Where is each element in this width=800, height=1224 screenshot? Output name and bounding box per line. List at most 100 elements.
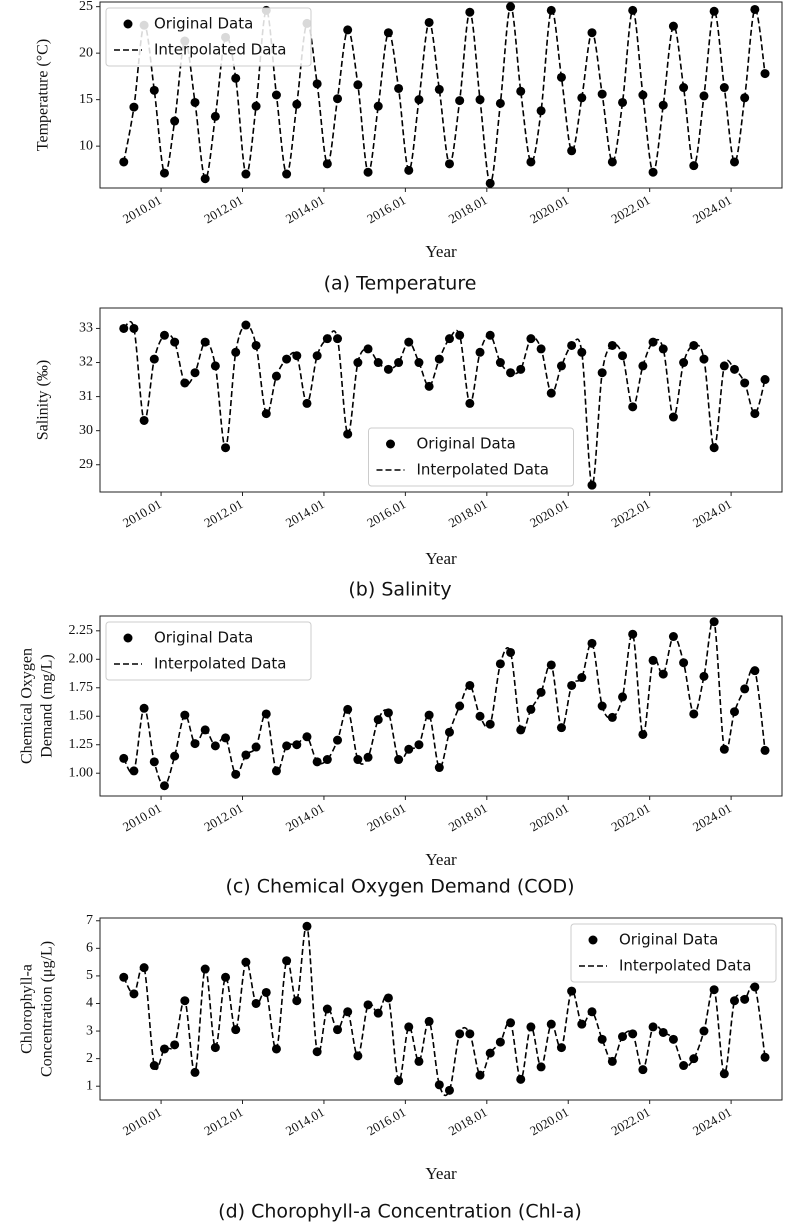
y-tick-label: 29 (79, 457, 93, 472)
legend-box (368, 427, 574, 487)
data-point (679, 83, 689, 93)
x-axis-label: Year (425, 242, 457, 261)
data-point (159, 330, 169, 340)
y-tick-label: 4 (86, 996, 93, 1011)
data-point (546, 1019, 556, 1029)
data-point (292, 996, 302, 1006)
data-point (648, 655, 658, 665)
y-axis-label: Chemical Oxygen (19, 648, 36, 764)
data-point (404, 337, 414, 347)
data-point (607, 712, 617, 722)
x-tick-label: 2014.01 (283, 800, 327, 834)
data-point (251, 742, 261, 752)
x-tick-label: 2012.01 (201, 496, 245, 530)
data-point (190, 368, 200, 378)
x-tick-label: 2012.01 (201, 192, 245, 226)
data-point (658, 669, 668, 679)
data-point (516, 725, 526, 735)
x-tick-label: 2020.01 (527, 496, 571, 530)
data-point (465, 7, 475, 17)
data-point (760, 69, 770, 79)
data-point (567, 146, 577, 156)
data-point (231, 769, 241, 779)
legend-label: Interpolated Data (154, 41, 286, 59)
data-point (119, 972, 129, 982)
data-point (740, 994, 750, 1004)
data-point (159, 168, 169, 178)
data-point (383, 993, 393, 1003)
data-point (210, 1043, 220, 1053)
data-point (506, 2, 516, 12)
data-point (465, 398, 475, 408)
data-point (129, 766, 139, 776)
data-point (485, 178, 495, 188)
data-point (740, 378, 750, 388)
legend: Original Data Interpolated Data (105, 621, 312, 681)
y-tick-label: 20 (79, 45, 93, 60)
data-point (587, 1007, 597, 1017)
data-point (414, 740, 424, 750)
data-point (159, 781, 169, 791)
data-point (271, 766, 281, 776)
y-axis-label: Chlorophyll-a (19, 964, 36, 1054)
data-point (577, 93, 587, 103)
legend-box (105, 7, 312, 67)
data-point (689, 161, 699, 171)
data-point (302, 732, 312, 742)
data-point (190, 97, 200, 107)
x-tick-label: 2024.01 (690, 1104, 734, 1138)
x-tick-label: 2020.01 (527, 800, 571, 834)
data-point (190, 739, 200, 749)
data-point (444, 1085, 454, 1095)
data-point (353, 80, 363, 90)
y-tick-label: 1 (86, 1078, 93, 1093)
data-point (383, 28, 393, 38)
data-point (628, 1029, 638, 1039)
data-point (556, 1043, 566, 1053)
data-point (353, 1051, 363, 1061)
data-point (159, 1044, 169, 1054)
x-tick-label: 2024.01 (690, 800, 734, 834)
data-point (251, 340, 261, 350)
data-point (292, 351, 302, 361)
data-point (251, 998, 261, 1008)
data-point (607, 1056, 617, 1066)
data-point (210, 361, 220, 371)
data-point (475, 1070, 485, 1080)
data-point (485, 1048, 495, 1058)
data-point (322, 755, 332, 765)
data-point (679, 658, 689, 668)
data-point (587, 638, 597, 648)
data-point (271, 371, 281, 381)
x-tick-label: 2016.01 (364, 1104, 408, 1138)
data-point (271, 90, 281, 100)
data-point (394, 83, 404, 93)
data-point (689, 340, 699, 350)
data-point (312, 1047, 322, 1057)
data-point (607, 157, 617, 167)
data-point (363, 167, 373, 177)
x-tick-label: 2018.01 (446, 192, 490, 226)
data-point (383, 364, 393, 374)
x-tick-label: 2022.01 (609, 496, 653, 530)
data-point (139, 415, 149, 425)
caption: (c) Chemical Oxygen Demand (COD) (225, 876, 574, 898)
data-point (719, 361, 729, 371)
data-point (750, 666, 760, 676)
data-point (221, 733, 231, 743)
data-point (618, 692, 628, 702)
data-point (506, 1018, 516, 1028)
data-point (628, 629, 638, 639)
data-point (322, 159, 332, 169)
y-tick-label: 3 (86, 1023, 93, 1038)
panel: 10 15 20 25 2010.01 2012.01 2014.01 2016.01 2018… (35, 0, 783, 295)
data-point (709, 443, 719, 453)
x-tick-label: 2020.01 (527, 1104, 571, 1138)
data-point (638, 1065, 648, 1075)
data-point (353, 755, 363, 765)
data-point (618, 97, 628, 107)
data-point (282, 741, 292, 751)
data-point (729, 157, 739, 167)
y-tick-label: 31 (79, 389, 93, 404)
data-point (750, 4, 760, 14)
